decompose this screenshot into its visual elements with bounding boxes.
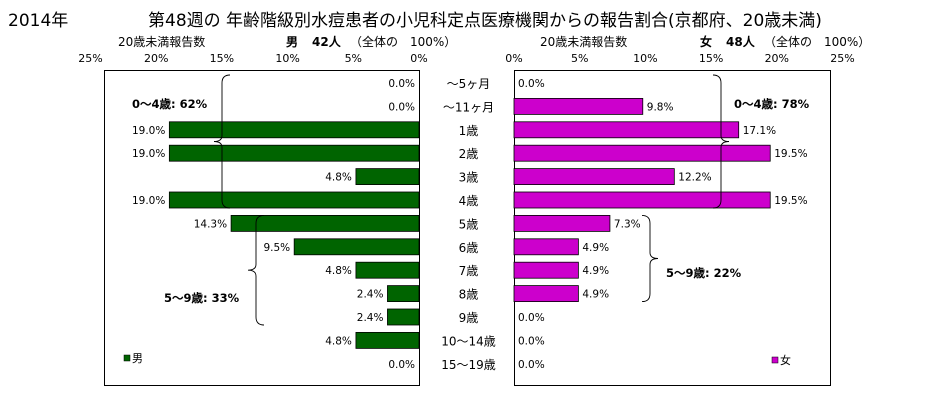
- female-legend-label: 女: [780, 353, 791, 367]
- female-bar: [513, 214, 611, 232]
- female-5-9-annotation: 5～9歳: 22%: [666, 266, 742, 280]
- female-data-label: 0.0%: [518, 359, 545, 371]
- male-x-tick-label: 10%: [275, 52, 299, 65]
- female-data-label: 0.0%: [518, 78, 545, 90]
- female-bar: [513, 144, 771, 162]
- female-x-tick-label: 0%: [505, 52, 522, 65]
- male-bar: [387, 308, 420, 326]
- category-label: ～11ヶ月: [443, 100, 494, 114]
- male-data-label: 4.8%: [325, 265, 352, 277]
- female-data-label: 4.9%: [582, 265, 609, 277]
- male-data-label: 0.0%: [388, 78, 415, 90]
- female-data-label: 0.0%: [518, 312, 545, 324]
- male-legend-swatch: [123, 354, 131, 362]
- female-bar: [513, 191, 771, 209]
- male-bar: [293, 238, 420, 256]
- female-bar: [513, 168, 675, 186]
- female-data-label: 12.2%: [678, 172, 711, 184]
- male-data-label: 4.8%: [325, 172, 352, 184]
- female-x-tick-label: 10%: [633, 52, 657, 65]
- male-panel-frame: [104, 70, 420, 386]
- female-data-label: 4.9%: [582, 289, 609, 301]
- chart-title: 第48週の 年齢階級別水痘患者の小児科定点医療機関からの報告割合(京都府、20歳…: [148, 11, 822, 31]
- category-label: 10～14歳: [441, 334, 496, 348]
- male-bar: [230, 214, 420, 232]
- category-label: 6歳: [459, 241, 479, 255]
- female-0-4-brace: [712, 74, 730, 209]
- right-count: 48人: [726, 35, 755, 49]
- category-label: 9歳: [459, 311, 479, 325]
- male-data-label: 0.0%: [388, 101, 415, 113]
- male-0-4-brace: [213, 74, 231, 209]
- female-data-label: 9.8%: [647, 101, 674, 113]
- left-sex-label: 男: [286, 35, 299, 49]
- female-5-9-brace: [641, 214, 659, 303]
- female-legend-swatch: [771, 356, 779, 364]
- category-label: 2歳: [459, 147, 479, 161]
- male-0-4-annotation: 0～4歳: 62%: [132, 97, 208, 111]
- male-x-tick-label: 20%: [144, 52, 168, 65]
- category-label: 1歳: [459, 124, 479, 138]
- male-data-label: 19.0%: [132, 125, 165, 137]
- female-data-label: 17.1%: [743, 125, 776, 137]
- female-0-4-annotation: 0～4歳: 78%: [734, 97, 810, 111]
- female-bar: [513, 285, 579, 303]
- category-label: 3歳: [459, 171, 479, 185]
- category-label: 4歳: [459, 194, 479, 208]
- male-x-tick-label: 15%: [210, 52, 234, 65]
- chart-year: 2014年: [8, 11, 69, 31]
- female-x-tick-label: 25%: [830, 52, 854, 65]
- male-bar: [355, 168, 420, 186]
- male-legend-label: 男: [132, 352, 143, 365]
- male-5-9-annotation: 5～9歳: 33%: [164, 291, 240, 305]
- female-data-label: 19.5%: [774, 195, 807, 207]
- female-bar: [513, 121, 740, 139]
- male-data-label: 19.0%: [132, 148, 165, 160]
- female-bar: [513, 238, 579, 256]
- male-data-label: 4.8%: [325, 335, 352, 347]
- male-data-label: 0.0%: [388, 359, 415, 371]
- male-bar: [387, 285, 420, 303]
- female-data-label: 7.3%: [614, 218, 641, 230]
- right-sex-label: 女: [700, 35, 713, 49]
- category-label: 5歳: [459, 217, 479, 231]
- male-data-label: 19.0%: [132, 195, 165, 207]
- female-x-tick-label: 20%: [765, 52, 789, 65]
- male-x-tick-label: 25%: [78, 52, 102, 65]
- category-label: 7歳: [459, 264, 479, 278]
- male-data-label: 14.3%: [194, 218, 227, 230]
- left-count: 42人: [312, 35, 341, 49]
- right-total: （全体の 100%）: [764, 35, 871, 49]
- male-bar: [355, 261, 420, 279]
- female-bar: [513, 98, 644, 115]
- male-x-tick-label: 0%: [410, 52, 427, 65]
- male-x-tick-label: 5%: [345, 52, 362, 65]
- left-total: （全体の 100%）: [350, 35, 457, 49]
- male-bar: [355, 331, 420, 349]
- male-5-9-brace: [247, 214, 265, 326]
- female-data-label: 19.5%: [774, 148, 807, 160]
- male-bar: [168, 121, 420, 139]
- right-axis-label: 20歳未満報告数: [540, 35, 628, 49]
- female-x-tick-label: 5%: [571, 52, 588, 65]
- female-data-label: 4.9%: [582, 242, 609, 254]
- male-data-label: 2.4%: [357, 289, 384, 301]
- female-x-tick-label: 15%: [699, 52, 723, 65]
- male-bar: [168, 144, 420, 162]
- category-label: 8歳: [459, 288, 479, 302]
- left-axis-label: 20歳未満報告数: [118, 35, 206, 49]
- male-data-label: 9.5%: [263, 242, 290, 254]
- female-data-label: 0.0%: [518, 335, 545, 347]
- female-bar: [513, 261, 579, 279]
- category-label: 15～19歳: [441, 358, 496, 372]
- male-data-label: 2.4%: [357, 312, 384, 324]
- category-label: ～5ヶ月: [447, 77, 491, 91]
- male-bar: [168, 191, 420, 209]
